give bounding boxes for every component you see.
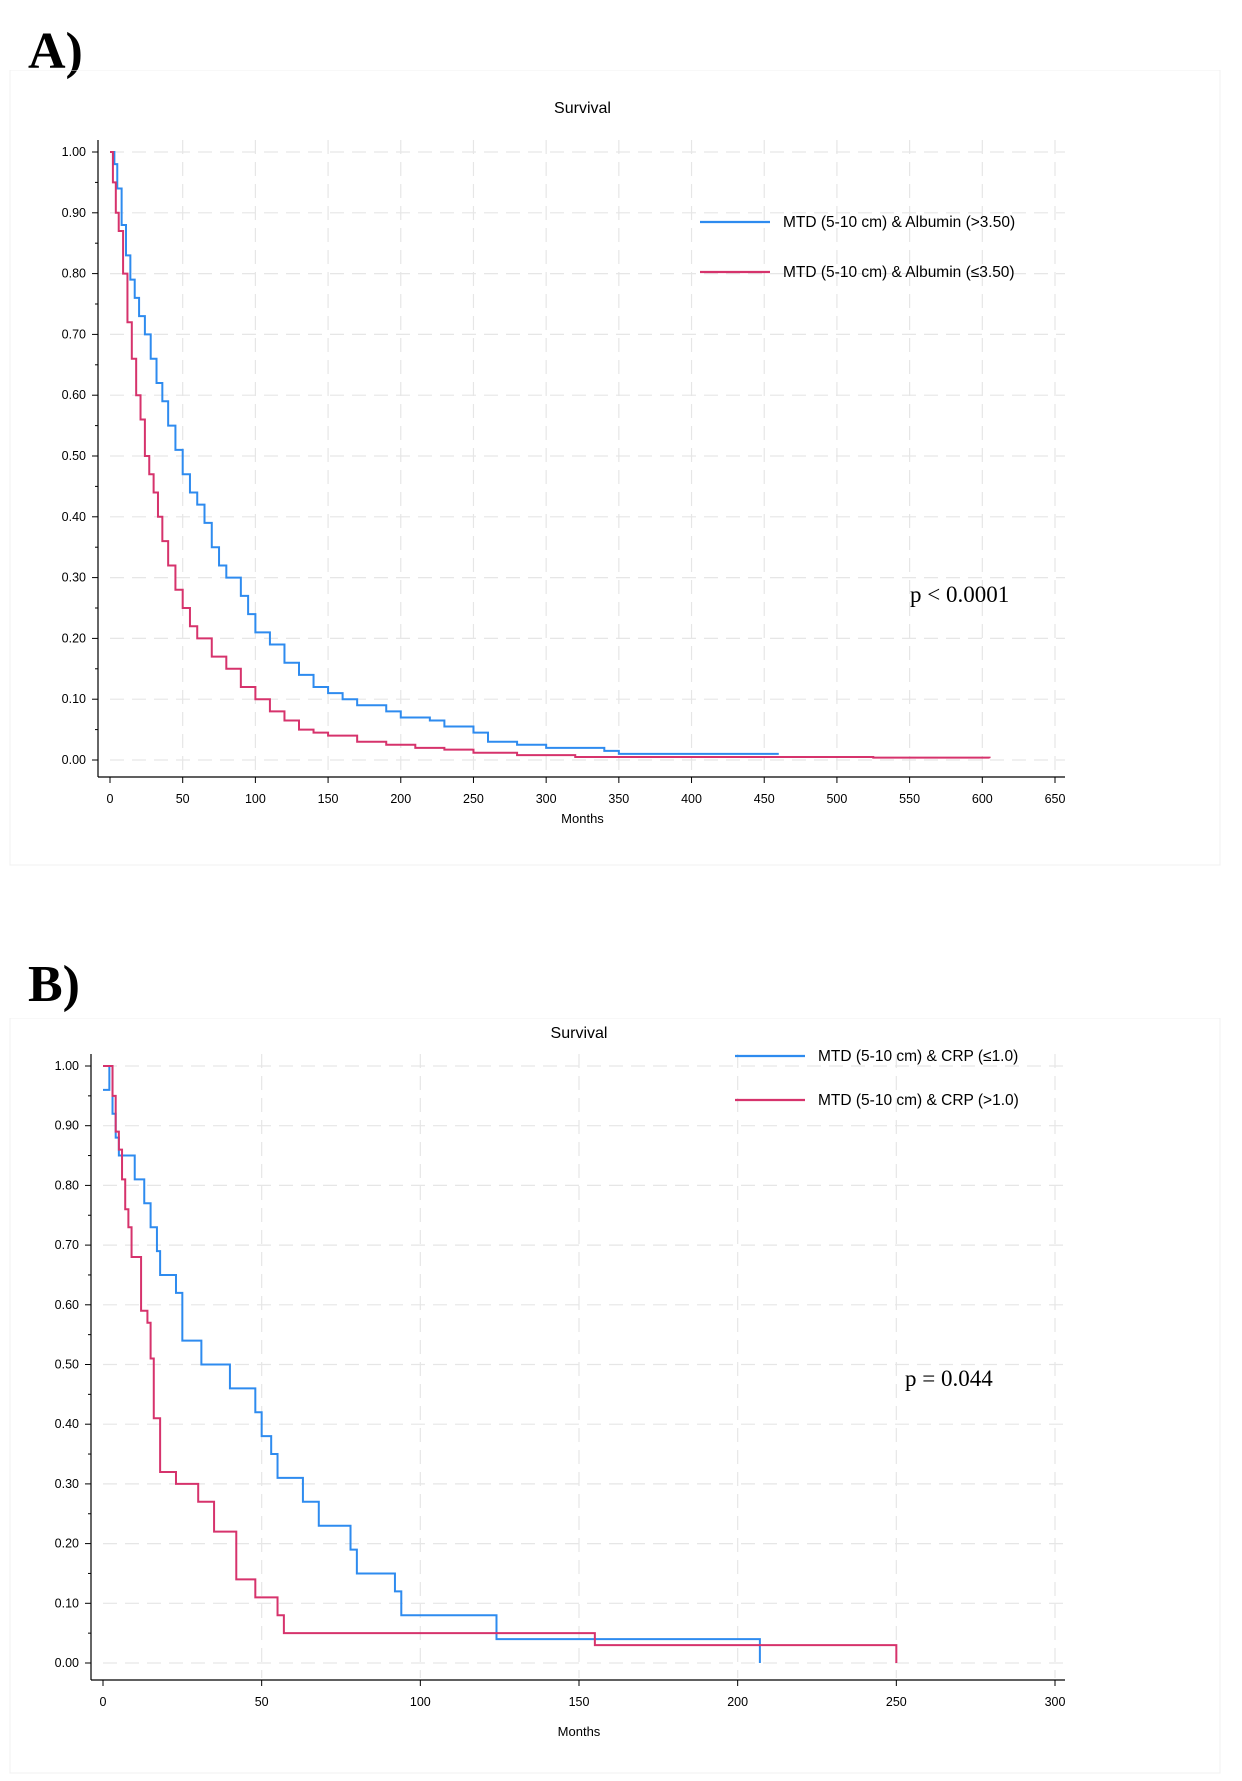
- legend-label-2: MTD (5-10 cm) & CRP (>1.0): [818, 1092, 1019, 1109]
- y-tick-label: 1.00: [55, 1059, 79, 1073]
- y-tick-label: 0.10: [55, 1596, 79, 1610]
- chart-title: Survival: [551, 1025, 608, 1042]
- x-tick-label: 550: [899, 792, 920, 806]
- chart-title: Survival: [554, 100, 611, 117]
- x-tick-label: 400: [681, 792, 702, 806]
- y-tick-label: 0.00: [55, 1656, 79, 1670]
- y-tick-label: 0.50: [62, 449, 86, 463]
- x-tick-label: 50: [255, 1695, 269, 1709]
- legend-label-1: MTD (5-10 cm) & CRP (≤1.0): [818, 1048, 1018, 1065]
- x-tick-label: 200: [727, 1695, 748, 1709]
- panel-b-label: B): [28, 956, 80, 1013]
- survival-curve-1: [103, 1065, 761, 1663]
- p-value-annotation: p < 0.0001: [910, 582, 1009, 607]
- x-axis-title: Months: [561, 811, 604, 826]
- y-tick-label: 0.50: [55, 1358, 79, 1372]
- x-tick-label: 0: [107, 792, 114, 806]
- x-tick-label: 300: [1045, 1695, 1066, 1709]
- y-tick-label: 0.40: [55, 1417, 79, 1431]
- x-tick-label: 200: [390, 792, 411, 806]
- chart-b-svg: 0.00 0.10 0.20 0.30 0.40 0.50 0.60 0.70 0.80 0.90…: [9, 1018, 1221, 1774]
- legend-label-1: MTD (5-10 cm) & Albumin (>3.50): [783, 214, 1015, 231]
- y-tick-label: 0.70: [62, 327, 86, 341]
- x-tick-label: 150: [318, 792, 339, 806]
- y-tick-label: 0.70: [55, 1238, 79, 1252]
- survival-curve-2: [103, 1065, 898, 1663]
- y-tick-label: 0.60: [62, 388, 86, 402]
- y-tick-label: 0.80: [55, 1178, 79, 1192]
- y-tick-label: 0.30: [55, 1477, 79, 1491]
- x-tick-label: 500: [826, 792, 847, 806]
- x-tick-label: 100: [410, 1695, 431, 1709]
- x-tick-label: 300: [536, 792, 557, 806]
- x-tick-label: 650: [1045, 792, 1066, 806]
- p-value-annotation: p = 0.044: [905, 1366, 993, 1391]
- x-tick-label: 250: [886, 1695, 907, 1709]
- y-tick-label: 0.90: [55, 1119, 79, 1133]
- x-tick-label: 600: [972, 792, 993, 806]
- y-tick-label: 0.80: [62, 267, 86, 281]
- x-tick-label: 250: [463, 792, 484, 806]
- survival-curve-2: [110, 151, 991, 759]
- legend-label-2: MTD (5-10 cm) & Albumin (≤3.50): [783, 264, 1015, 281]
- chart-frame: [9, 70, 1221, 866]
- x-tick-label: 350: [608, 792, 629, 806]
- survival-curve-1: [110, 151, 779, 755]
- y-tick-label: 0.40: [62, 510, 86, 524]
- x-tick-label: 100: [245, 792, 266, 806]
- x-tick-label: 150: [569, 1695, 590, 1709]
- survival-chart-a: 0.00 0.10 0.20 0.30 0.40 0.50 0.60 0.70 0.80 0.90…: [0, 70, 1242, 870]
- y-tick-label: 0.10: [62, 692, 86, 706]
- y-tick-label: 0.30: [62, 571, 86, 585]
- chart-frame: [9, 1018, 1221, 1774]
- x-tick-label: 450: [754, 792, 775, 806]
- chart-a-svg: 0.00 0.10 0.20 0.30 0.40 0.50 0.60 0.70 0.80 0.90…: [9, 70, 1221, 866]
- x-tick-label: 50: [176, 792, 190, 806]
- x-tick-label: 0: [100, 1695, 107, 1709]
- y-tick-label: 1.00: [62, 145, 86, 159]
- y-tick-label: 0.20: [62, 631, 86, 645]
- y-tick-label: 0.90: [62, 206, 86, 220]
- y-tick-label: 0.00: [62, 753, 86, 767]
- x-axis-title: Months: [558, 1724, 601, 1739]
- survival-chart-b: 0.00 0.10 0.20 0.30 0.40 0.50 0.60 0.70 0.80 0.90…: [0, 1018, 1242, 1781]
- y-tick-label: 0.20: [55, 1537, 79, 1551]
- y-tick-label: 0.60: [55, 1298, 79, 1312]
